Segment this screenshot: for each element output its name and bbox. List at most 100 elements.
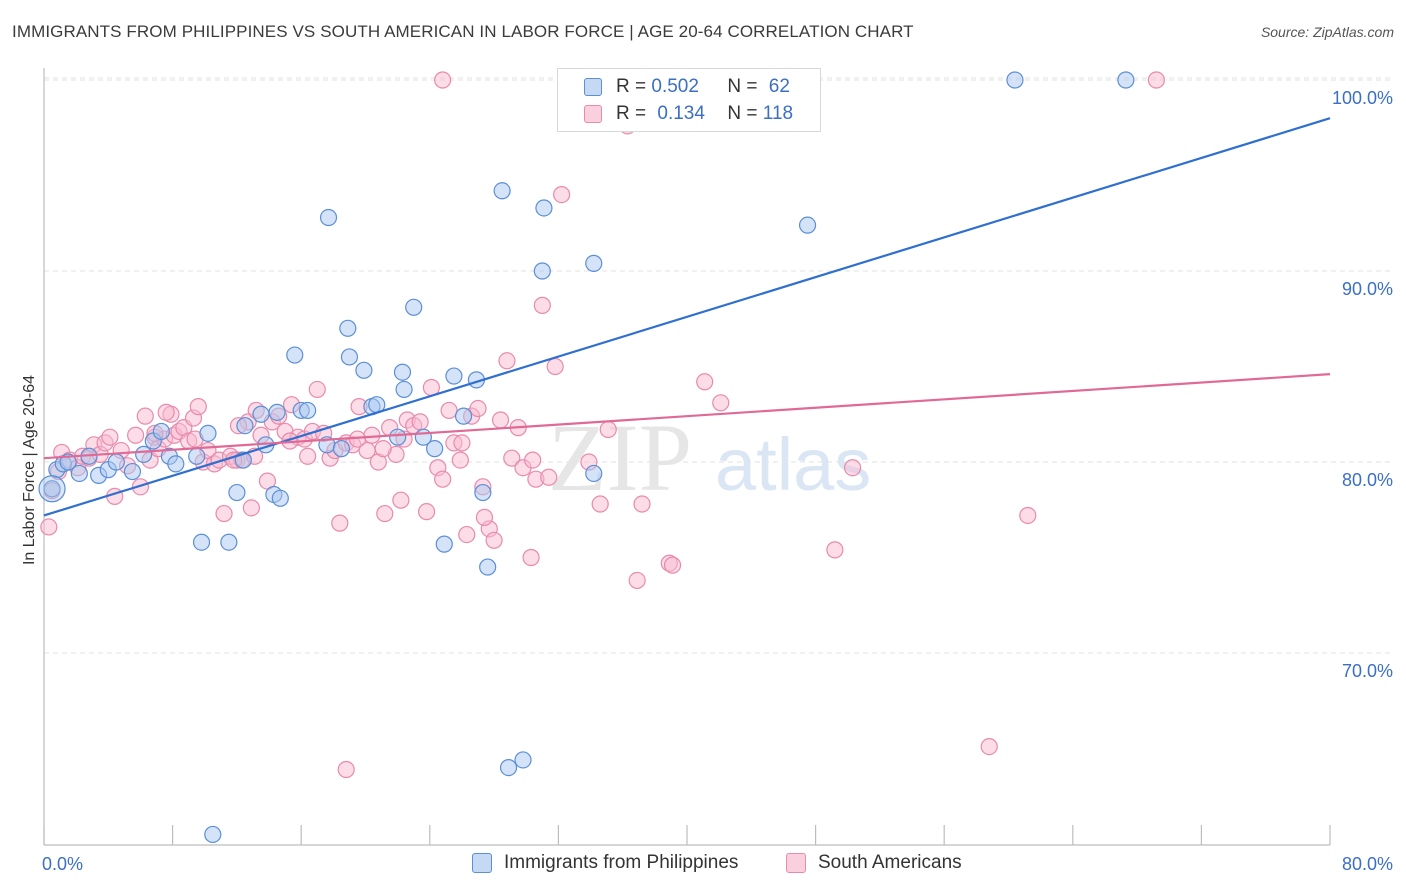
data-point (453, 434, 471, 452)
bottom-swatch-blue (472, 853, 492, 873)
data-point (355, 361, 373, 379)
data-point (522, 548, 540, 567)
data-point (228, 483, 246, 502)
legend-r-label: R = (616, 103, 647, 124)
data-point (40, 518, 58, 536)
data-point (503, 449, 521, 467)
data-point (980, 737, 998, 756)
x-tick-label-max: 80.0% (1342, 854, 1393, 874)
data-point (440, 401, 458, 420)
data-point (215, 504, 233, 523)
data-point (188, 447, 206, 465)
data-point (392, 491, 410, 509)
data-point (628, 571, 646, 590)
data-point (157, 403, 175, 421)
data-point (268, 403, 286, 421)
data-point (405, 298, 423, 316)
y-tick-label: 90.0% (1342, 279, 1393, 299)
trend-line-philippines (43, 117, 1331, 517)
bottom-legend-philippines: Immigrants from Philippines (472, 852, 738, 874)
grid-lines (44, 77, 1390, 654)
data-point (426, 440, 444, 458)
data-point (192, 533, 211, 551)
bottom-legend-south-americans: South Americans (786, 852, 962, 874)
data-point (445, 367, 463, 385)
data-point (434, 470, 452, 488)
data-point (475, 508, 494, 526)
legend-swatch-blue (584, 78, 602, 96)
data-point (474, 483, 492, 502)
data-point (514, 751, 532, 769)
data-point (498, 352, 516, 370)
data-point (319, 208, 338, 227)
data-point (135, 445, 153, 463)
data-point (395, 380, 413, 399)
data-point (826, 541, 844, 559)
legend-row-south-americans: R = 0.134 N = 118 (558, 100, 793, 128)
data-point (591, 495, 609, 513)
data-point (585, 254, 603, 272)
data-point (167, 455, 185, 473)
legend-n-label: N = (727, 103, 758, 124)
data-point (1019, 506, 1037, 525)
data-point (43, 480, 61, 498)
data-point (204, 825, 222, 844)
series-south-americans (40, 71, 1165, 779)
data-point (633, 495, 651, 513)
data-point (451, 451, 469, 469)
data-point (271, 489, 289, 507)
legend-n-label: N = (727, 76, 758, 97)
legend-r-value: 0.134 (657, 103, 705, 124)
data-point (337, 760, 355, 779)
data-point (189, 398, 207, 416)
data-point (411, 413, 429, 431)
data-point (236, 417, 254, 435)
data-point (599, 420, 617, 439)
data-point (458, 525, 476, 544)
data-point (101, 428, 119, 446)
legend-r-value: 0.502 (651, 76, 699, 97)
data-point (469, 399, 487, 418)
data-point (374, 440, 392, 458)
data-point (417, 503, 436, 521)
y-tick-label: 100.0% (1332, 88, 1393, 108)
legend-n-value: 62 (768, 76, 790, 97)
data-point (491, 411, 510, 429)
data-point (479, 558, 497, 576)
data-point (533, 262, 551, 280)
data-point (332, 440, 350, 458)
data-point (1006, 71, 1024, 89)
data-point (389, 428, 407, 446)
data-point (127, 426, 145, 444)
data-point (331, 514, 349, 532)
data-point (152, 422, 170, 441)
data-point (435, 535, 453, 553)
data-point (533, 296, 551, 314)
data-point (199, 424, 217, 442)
bottom-legend-label: Immigrants from Philippines (504, 852, 739, 873)
data-point (798, 216, 817, 234)
axes (43, 68, 1331, 846)
legend-r-label: R = (616, 76, 647, 97)
y-tick-label: 80.0% (1342, 470, 1393, 490)
correlation-legend: R = 0.502 N = 62 R = 0.134 N = 118 (557, 68, 821, 132)
source-label: Source: ZipAtlas.com (1260, 24, 1394, 40)
data-point (136, 407, 154, 425)
data-point (1147, 71, 1165, 89)
data-point (585, 464, 603, 483)
data-point (535, 199, 553, 217)
data-point (454, 407, 473, 425)
data-point (696, 373, 714, 391)
tick-labels: 70.0% 80.0% 90.0% 100.0% 0.0% 80.0% (42, 88, 1393, 874)
data-point (434, 71, 452, 89)
data-point (485, 531, 503, 549)
y-axis-label: In Labor Force | Age 20-64 (21, 374, 38, 566)
legend-row-philippines: R = 0.502 N = 62 (558, 73, 790, 101)
watermark-zip: ZIP (548, 404, 692, 511)
data-point (493, 182, 511, 200)
data-point (339, 319, 357, 337)
data-point (59, 453, 77, 471)
data-point (712, 394, 730, 412)
data-point (340, 348, 359, 366)
